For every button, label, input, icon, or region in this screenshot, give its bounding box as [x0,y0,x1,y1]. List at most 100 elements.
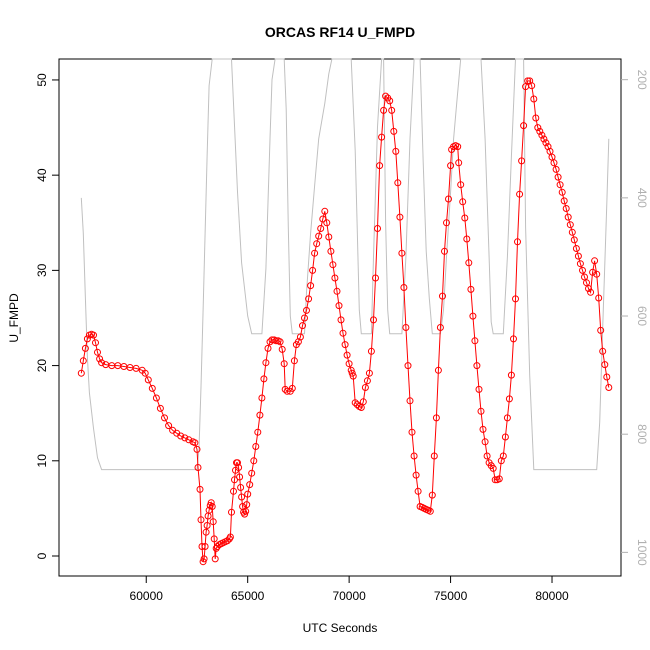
data-point [512,295,519,303]
data-point [447,162,455,170]
data-point [315,232,323,240]
x-tick-label: 60000 [130,589,164,603]
data-point [92,339,99,347]
data-point [237,484,245,491]
data-point [280,360,288,368]
data-point [361,384,369,391]
data-point [209,518,217,526]
data-point [278,345,286,353]
x-tick-label: 70000 [332,589,366,603]
data-point [248,469,256,477]
data-point [359,398,367,406]
data-point [589,268,597,276]
data-point [505,395,513,403]
data-point [593,270,601,278]
data-point [536,127,544,135]
data-point [349,372,357,380]
data-point [388,106,396,114]
data-point [436,324,444,331]
data-point [507,371,515,379]
data-point [570,236,578,244]
x-tick-label: 75000 [434,589,468,603]
data-point [532,114,540,122]
data-point [518,157,526,165]
data-point [404,362,412,370]
data-point [335,302,343,310]
data-point [333,287,341,295]
data-point [454,143,462,151]
data-point [457,181,465,189]
data-point [483,452,491,460]
secondary-y-axis: 200 400 600 800 1000 [621,70,649,566]
data-point [141,369,149,377]
data-point [372,274,379,282]
data-point [503,414,511,422]
data-point [378,133,386,141]
data-point [156,404,164,412]
data-point [197,516,205,524]
data-point [552,165,560,173]
data-point [254,428,262,436]
data-point [262,359,270,367]
y-tick-label: 50 [35,73,49,87]
data-point [587,288,595,296]
x-axis-label: UTC Seconds [303,621,378,635]
data-point [317,225,325,232]
data-point [542,139,550,147]
x-tick-label: 80000 [535,589,569,603]
data-point [185,436,193,444]
data-point [463,235,471,243]
data-point [467,285,475,293]
data-point [601,361,609,369]
data-point [394,179,402,187]
data-point [477,407,485,415]
data-point [236,473,244,481]
data-point [564,213,572,221]
data-point [469,312,477,320]
y-tick-label: 30 [35,263,49,277]
y-tick-label: 20 [35,359,49,373]
data-point [228,508,235,516]
data-point [445,195,452,203]
data-point [465,259,473,267]
data-point [288,384,296,392]
data-point [81,344,89,352]
data-point [530,95,538,103]
x-axis: 60000 65000 70000 75000 80000 [130,576,569,603]
data-point [572,245,580,252]
data-point [579,266,586,274]
y-axis-label: U_FMPD [7,293,21,343]
data-point [591,257,599,265]
chart-title: ORCAS RF14 U_FMPD [265,24,415,40]
data-point [380,106,388,114]
data-point [471,337,479,345]
data-point [98,359,106,367]
data-point [473,362,481,370]
y-tick-label: 40 [35,168,49,182]
data-point [426,507,434,515]
data-point [307,282,315,290]
data-point [365,369,373,377]
data-point [152,394,160,402]
data-point [148,384,156,392]
data-point [495,475,503,483]
data-point [514,238,521,246]
data-point [558,188,566,196]
data-point [238,493,246,501]
y-tick-label: 0 [35,552,49,559]
data-point [566,221,574,229]
data-point [430,452,438,460]
data-point [376,162,384,170]
data-point [439,292,446,300]
data-point [434,366,442,374]
data-point [562,205,570,212]
data-point [550,159,558,167]
data-point [301,314,308,322]
data-point [341,341,349,349]
data-point [345,360,353,368]
data-point [363,377,371,385]
data-point [256,411,264,419]
data-point [443,219,450,227]
data-point [534,124,542,132]
data-point [305,295,313,303]
